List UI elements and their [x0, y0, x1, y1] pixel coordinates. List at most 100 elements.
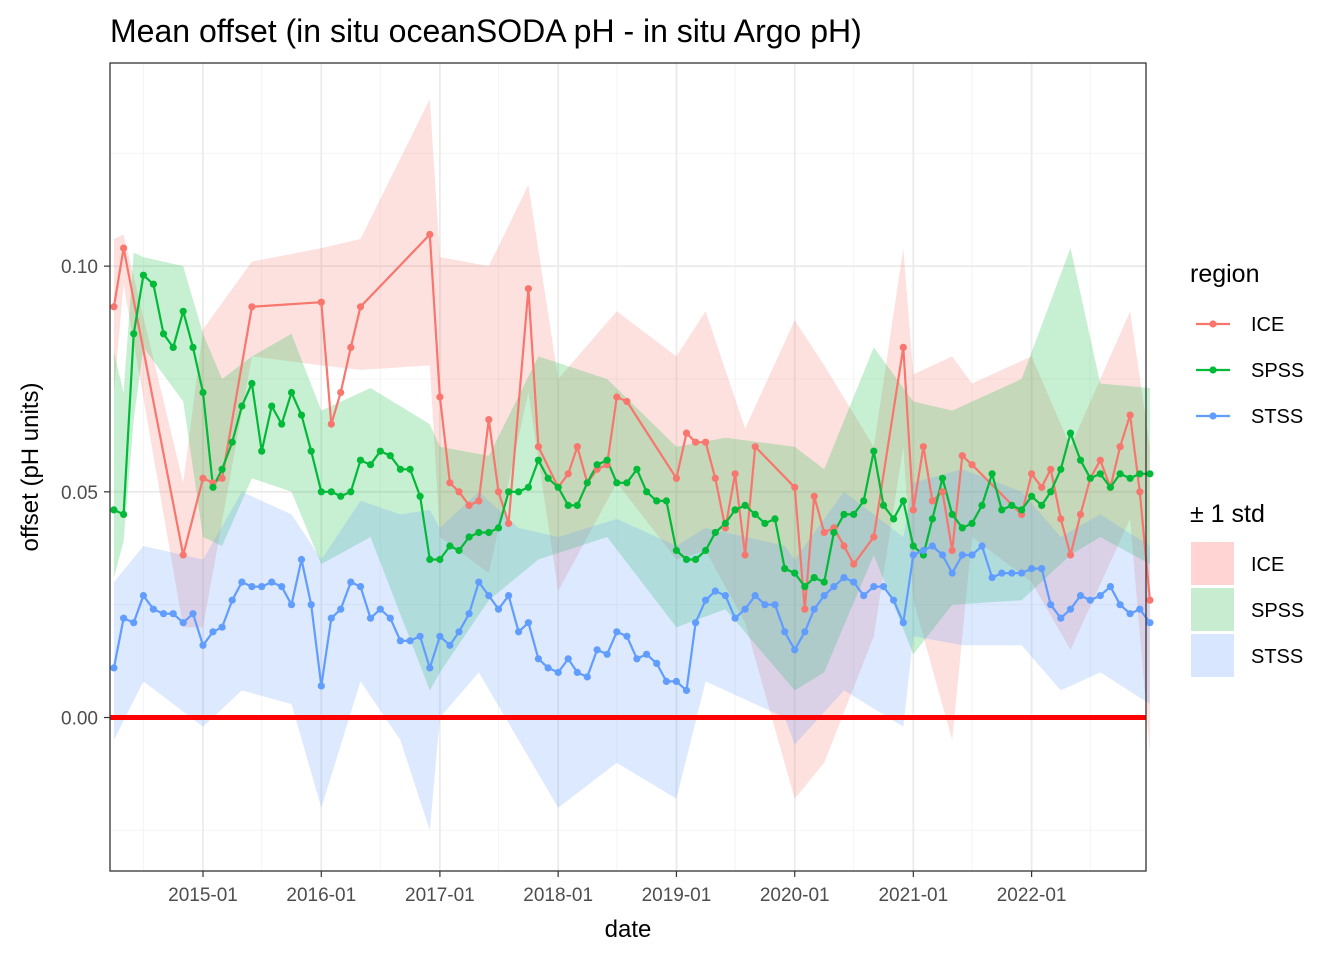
data-point-ice	[731, 470, 739, 478]
data-point-ice	[248, 303, 256, 311]
data-point-stss	[998, 569, 1006, 577]
data-point-spss	[633, 465, 641, 473]
data-point-ice	[928, 497, 937, 505]
data-point-ice	[672, 474, 681, 482]
data-point-stss	[169, 610, 177, 618]
data-point-spss	[820, 578, 828, 586]
data-point-stss	[662, 677, 671, 686]
data-point-stss	[534, 655, 543, 663]
chart-title: Mean offset (in situ oceanSODA pH - in s…	[110, 13, 862, 49]
data-point-stss	[988, 574, 996, 582]
data-point-stss	[327, 614, 335, 622]
data-point-stss	[702, 596, 710, 604]
data-point-spss	[209, 483, 217, 491]
data-point-spss	[1028, 492, 1036, 500]
data-point-spss	[436, 555, 444, 564]
data-point-stss	[455, 628, 463, 636]
data-point-ice	[1146, 596, 1154, 604]
data-point-spss	[317, 488, 325, 496]
data-point-stss	[711, 587, 719, 595]
data-point-ice	[534, 443, 543, 451]
data-point-stss	[1066, 605, 1075, 613]
data-point-ice	[1028, 470, 1036, 478]
data-point-stss	[228, 596, 236, 604]
data-point-spss	[130, 330, 138, 338]
data-point-ice	[810, 492, 818, 500]
legend-label-std-ice: ICE	[1251, 554, 1284, 576]
data-point-stss	[258, 583, 266, 591]
data-point-spss	[475, 528, 483, 537]
data-point-spss	[189, 343, 197, 351]
legend-title-region: region	[1190, 260, 1260, 288]
data-point-stss	[248, 583, 256, 591]
data-point-stss	[130, 619, 138, 627]
data-point-stss	[307, 601, 315, 609]
data-point-ice	[613, 393, 621, 401]
data-point-ice	[485, 416, 493, 424]
data-point-stss	[287, 601, 296, 609]
data-point-ice	[682, 429, 691, 437]
data-point-stss	[1008, 569, 1016, 577]
data-point-stss	[928, 542, 937, 550]
data-point-stss	[179, 619, 187, 627]
data-point-spss	[110, 506, 118, 514]
data-point-stss	[436, 632, 444, 640]
data-point-stss	[623, 632, 631, 640]
data-point-ice	[524, 285, 533, 293]
data-point-stss	[544, 664, 552, 672]
data-point-ice	[899, 343, 907, 351]
series-line-ice	[112, 233, 1151, 611]
data-point-spss	[899, 497, 907, 505]
data-point-ice	[909, 506, 917, 514]
data-point-spss	[1047, 488, 1055, 496]
data-point-spss	[287, 388, 296, 397]
legend-ribbon-keys: ICE SPSS STSS	[1191, 542, 1304, 677]
data-point-ice	[199, 474, 207, 482]
data-point-ice	[1038, 483, 1046, 491]
data-point-stss	[189, 610, 197, 618]
data-point-stss	[564, 655, 572, 663]
data-point-ice	[446, 479, 454, 487]
data-point-spss	[978, 501, 986, 509]
series-lines	[112, 233, 1151, 692]
data-point-ice	[475, 497, 483, 505]
data-point-ice	[801, 605, 809, 613]
data-point-spss	[1018, 506, 1026, 514]
data-point-stss	[731, 614, 739, 622]
series-line-spss	[113, 274, 1150, 588]
data-point-stss	[426, 664, 434, 672]
data-point-stss	[149, 605, 157, 613]
std-ribbon-spss	[113, 248, 1150, 691]
data-point-stss	[465, 610, 473, 618]
x-tick-label: 2018-01	[523, 885, 593, 906]
data-point-spss	[278, 420, 286, 428]
data-point-spss	[721, 519, 730, 528]
data-point-spss	[228, 438, 236, 446]
data-point-stss	[1146, 619, 1154, 627]
data-point-stss	[1096, 592, 1104, 600]
data-point-ice	[179, 551, 187, 559]
data-point-ice	[327, 420, 335, 428]
data-point-stss	[524, 619, 533, 627]
data-point-stss	[781, 628, 789, 636]
y-axis: 0.00 0.05 0.10	[61, 257, 110, 730]
data-point-ice	[820, 528, 828, 537]
data-point-stss	[376, 605, 384, 613]
data-point-spss	[268, 402, 276, 410]
data-point-stss	[653, 659, 661, 668]
data-point-stss	[643, 650, 651, 658]
data-point-spss	[751, 510, 759, 518]
data-point-spss	[1057, 465, 1065, 473]
data-point-spss	[564, 501, 572, 509]
data-point-spss	[850, 510, 858, 518]
data-point-ice	[1057, 515, 1065, 523]
data-point-ice	[436, 393, 444, 401]
data-point-spss	[494, 524, 503, 532]
data-point-ice	[948, 546, 956, 555]
data-point-spss	[169, 343, 177, 351]
data-point-spss	[613, 479, 621, 487]
data-point-ice	[741, 551, 749, 559]
data-point-stss	[968, 551, 976, 559]
data-point-spss	[909, 542, 917, 550]
data-point-stss	[692, 619, 700, 627]
